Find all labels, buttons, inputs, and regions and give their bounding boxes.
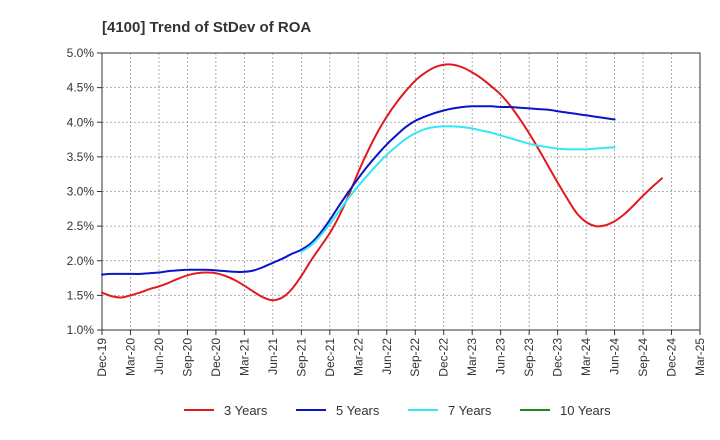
y-tick-label: 1.0% [67, 323, 95, 337]
x-tick-label: Mar-21 [237, 338, 251, 376]
chart-title: [4100] Trend of StDev of ROA [102, 19, 311, 36]
y-tick-label: 1.5% [67, 288, 95, 302]
x-tick-label: Jun-22 [380, 338, 394, 375]
legend-label: 7 Years [448, 403, 492, 418]
x-tick-label: Sep-20 [180, 338, 194, 377]
series-line-5-years [101, 105, 616, 276]
legend-label: 10 Years [560, 403, 611, 418]
x-tick-label: Dec-21 [323, 338, 337, 377]
x-tick-label: Mar-20 [123, 338, 137, 376]
plot-frame [101, 52, 701, 331]
x-tick-label: Dec-20 [209, 338, 223, 377]
y-tick-label: 2.0% [67, 254, 95, 268]
x-tick-label: Sep-21 [294, 338, 308, 377]
y-tick-label: 3.0% [67, 185, 95, 199]
plot-background [102, 53, 700, 330]
x-tick-label: Jun-20 [152, 338, 166, 375]
x-tick-label: Sep-24 [636, 338, 650, 377]
y-tick-label: 4.0% [67, 115, 95, 129]
legend-label: 3 Years [224, 403, 268, 418]
series-line-7-years [300, 125, 616, 253]
x-tick-label: Dec-24 [665, 338, 679, 377]
x-tick-label: Jun-23 [494, 338, 508, 375]
x-tick-label: Mar-24 [579, 338, 593, 376]
y-tick-label: 3.5% [67, 150, 95, 164]
x-tick-label: Jun-21 [266, 338, 280, 375]
x-tick-label: Dec-23 [551, 338, 565, 377]
legend: 3 Years 5 Years 7 Years 10 Years [184, 403, 611, 418]
x-tick-label: Sep-22 [408, 338, 422, 377]
x-tick-label: Mar-23 [465, 338, 479, 376]
plot-area: 1.0% 1.5% 2.0% 2.5% 3.0% 3.5% 4.0% 4.5% 5.0% Dec-… [67, 46, 707, 377]
x-tick-label: Sep-23 [522, 338, 536, 377]
legend-label: 5 Years [336, 403, 380, 418]
y-tick-label: 5.0% [67, 46, 95, 60]
x-tick-label: Dec-22 [437, 338, 451, 377]
y-tick-label: 2.5% [67, 219, 95, 233]
y-tick-label: 4.5% [67, 81, 95, 95]
x-tick-label: Jun-24 [608, 338, 622, 375]
x-tick-label: Mar-25 [693, 338, 707, 376]
x-tick-label: Dec-19 [95, 338, 109, 377]
x-tick-label: Mar-22 [351, 338, 365, 376]
series-line-3-years [101, 63, 663, 302]
